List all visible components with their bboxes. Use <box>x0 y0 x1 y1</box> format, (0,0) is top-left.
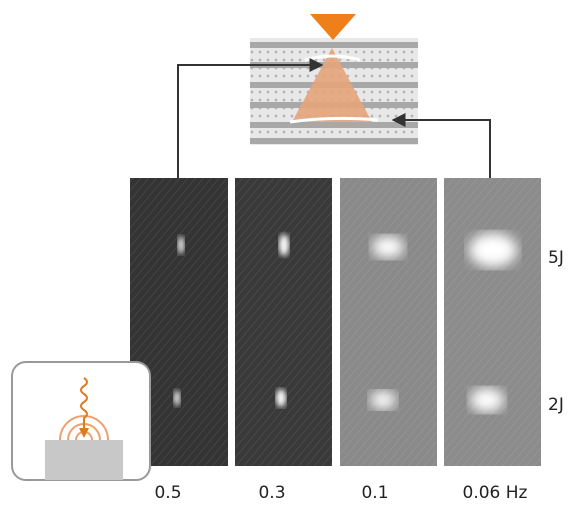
figure: 5J 2J 0.5 0.3 0.1 0.06 Hz <box>0 0 577 508</box>
inset-icon <box>12 362 150 480</box>
energy-label: 5J <box>548 248 564 268</box>
energy-label: 2J <box>548 395 564 415</box>
frequency-label: 0.1 <box>361 483 388 503</box>
sample-schematic <box>250 14 418 145</box>
frequency-label: 0.06 Hz <box>463 483 528 503</box>
image-panel <box>444 178 541 466</box>
frequency-label: 0.5 <box>154 483 181 503</box>
image-panel <box>235 178 332 466</box>
image-panel <box>340 178 437 466</box>
frequency-label: 0.3 <box>258 483 285 503</box>
